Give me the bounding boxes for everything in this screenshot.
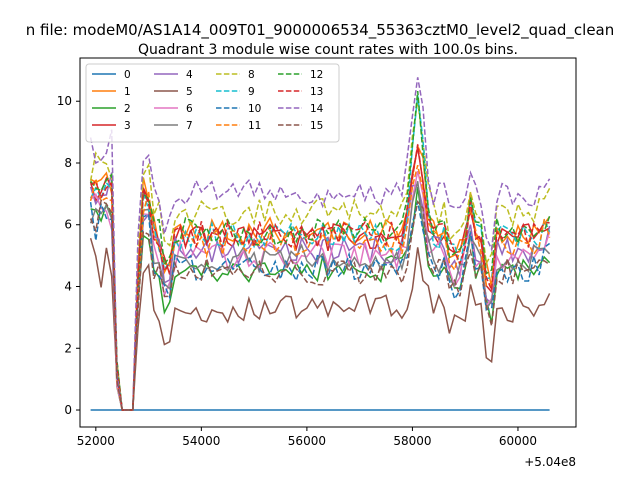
series-line-15: [89, 199, 551, 411]
series-line-14: [89, 77, 551, 411]
legend-label-15: 15: [310, 120, 323, 132]
series-line-10: [89, 201, 551, 411]
y-tick-label: 10: [57, 94, 72, 108]
x-tick-label: 58000: [393, 434, 431, 448]
legend-label-12: 12: [310, 69, 323, 81]
series-line-13: [90, 144, 550, 411]
x-tick-label: 56000: [288, 434, 326, 448]
legend-label-14: 14: [310, 103, 324, 115]
x-tick-label: 60000: [499, 434, 537, 448]
series-line-7: [89, 181, 551, 411]
legend-label-11: 11: [248, 120, 261, 132]
x-axis: 52000 54000 56000 58000 60000: [77, 427, 537, 448]
legend-label-2: 2: [124, 103, 131, 115]
figure-suptitle: n file: modeM0/AS1A14_009T01_9000006534_…: [26, 21, 615, 40]
y-tick-label: 8: [64, 156, 72, 170]
legend-label-1: 1: [124, 86, 131, 98]
y-tick-label: 0: [64, 403, 72, 417]
chart-title: Quadrant 3 module wise count rates with …: [138, 42, 518, 58]
legend-label-3: 3: [124, 120, 131, 132]
y-axis: 0 2 4 6 8 10: [57, 94, 80, 417]
legend-box: [85, 63, 340, 143]
x-offset-label: +5.04e8: [524, 455, 576, 469]
y-tick-label: 6: [64, 218, 72, 232]
legend-label-5: 5: [186, 86, 193, 98]
y-tick-label: 4: [64, 280, 72, 294]
legend-label-8: 8: [248, 69, 255, 81]
legend-label-7: 7: [186, 120, 193, 132]
series-line-12: [90, 91, 551, 411]
plot-area: [89, 77, 551, 411]
series-line-5: [89, 237, 551, 411]
legend-label-4: 4: [186, 69, 193, 81]
y-tick-label: 2: [64, 341, 72, 355]
legend-label-0: 0: [124, 69, 131, 81]
series-line-6: [90, 170, 551, 411]
legend-label-9: 9: [248, 86, 255, 98]
legend-label-6: 6: [186, 103, 193, 115]
x-tick-label: 52000: [77, 434, 115, 448]
legend-label-13: 13: [310, 86, 323, 98]
legend-label-10: 10: [248, 103, 261, 115]
axes-frame: [79, 57, 577, 428]
x-tick-label: 54000: [182, 434, 220, 448]
